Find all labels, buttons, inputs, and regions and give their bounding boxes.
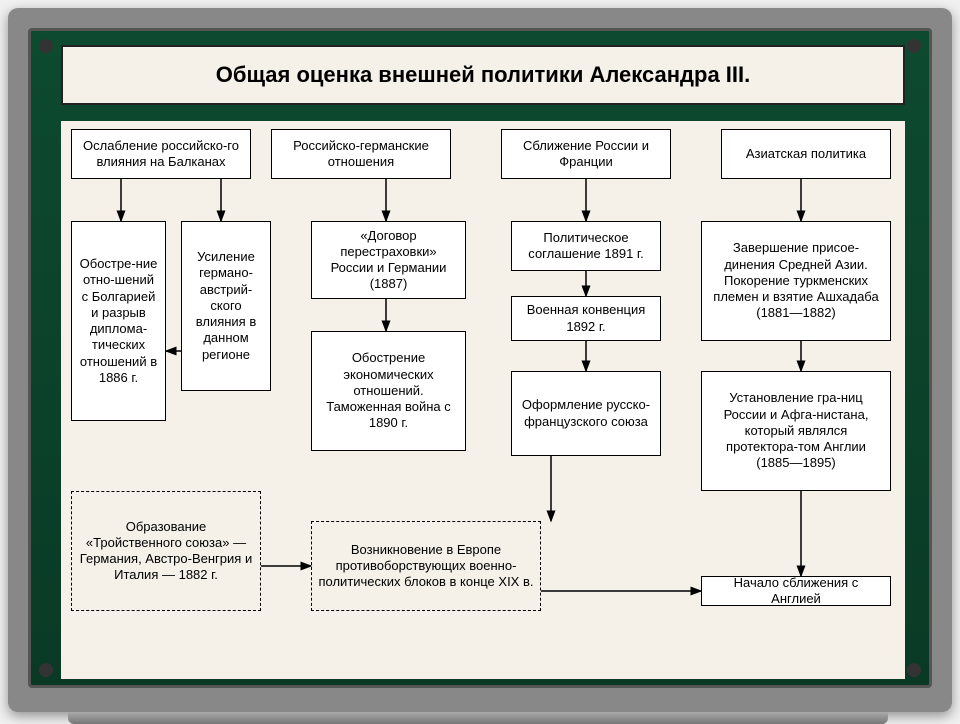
diagram-box-col1_top: Ослабление российско-го влияния на Балка… <box>71 129 251 179</box>
frame-corner <box>907 39 921 53</box>
diagram-box-col4_top: Азиатская политика <box>721 129 891 179</box>
diagram-box-col2_b: Обострение экономических отношений. Тамо… <box>311 331 466 451</box>
frame-corner <box>39 663 53 677</box>
diagram-box-england: Начало сближения с Англией <box>701 576 891 606</box>
whiteboard-frame: Общая оценка внешней политики Александра… <box>8 8 952 712</box>
whiteboard-surface: Общая оценка внешней политики Александра… <box>28 28 932 688</box>
diagram-box-col4_b: Установление гра-ниц России и Афга-ниста… <box>701 371 891 491</box>
diagram-box-col2_a: «Договор перестраховки» России и Германи… <box>311 221 466 299</box>
diagram-box-col3_c: Оформление русско-французского союза <box>511 371 661 456</box>
diagram-box-col3_a: Политическое соглашение 1891 г. <box>511 221 661 271</box>
diagram-box-col1_a: Обостре-ние отно-шений с Болгарией и раз… <box>71 221 166 421</box>
whiteboard-tray <box>68 712 888 724</box>
diagram-content: Ослабление российско-го влияния на Балка… <box>61 121 905 679</box>
diagram-box-col4_a: Завершение присое-динения Средней Азии. … <box>701 221 891 341</box>
frame-corner <box>907 663 921 677</box>
diagram-box-blocs: Возникновение в Европе противоборствующи… <box>311 521 541 611</box>
diagram-box-col1_b: Усиление германо-австрий-ского влияния в… <box>181 221 271 391</box>
diagram-box-col3_b: Военная конвенция 1892 г. <box>511 296 661 341</box>
diagram-box-triple_alliance: Образование «Тройственного союза» — Герм… <box>71 491 261 611</box>
diagram-title: Общая оценка внешней политики Александра… <box>61 45 905 105</box>
frame-corner <box>39 39 53 53</box>
diagram-box-col2_top: Российско-германские отношения <box>271 129 451 179</box>
diagram-box-col3_top: Сближение России и Франции <box>501 129 671 179</box>
